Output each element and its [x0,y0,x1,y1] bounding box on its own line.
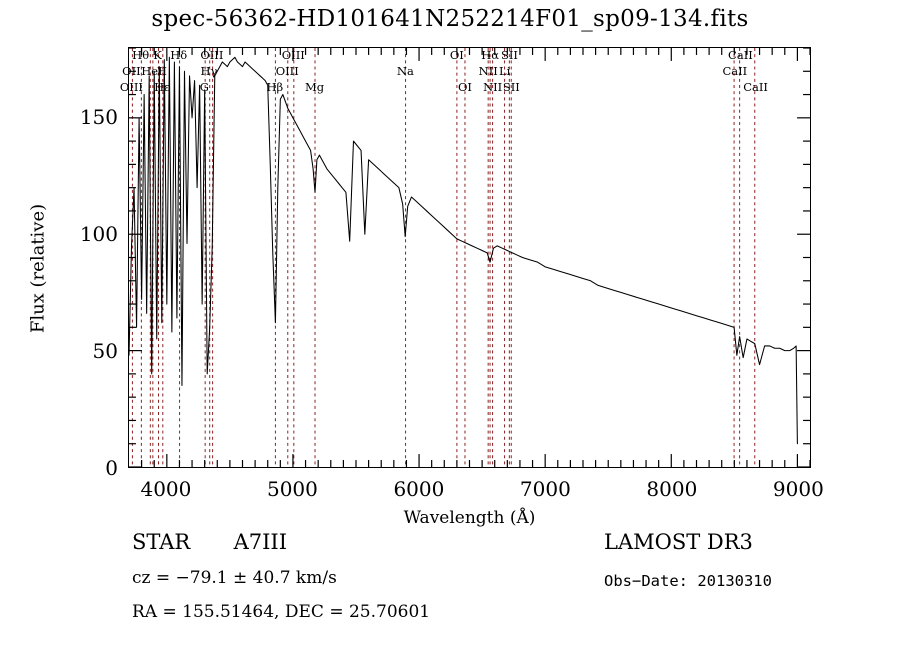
x-tick-label: 7000 [519,477,571,501]
line-label-Hδ: Hδ [170,48,188,62]
spectrum-plot [128,47,811,468]
x-tick-label: 9000 [772,477,824,501]
coordinates: RA = 155.51464, DEC = 25.70601 [132,602,431,622]
spectral-marker-lines [131,48,756,467]
line-label-Na: Na [396,64,414,78]
line-label-HeI: HeI [141,64,163,78]
line-label-OIII: OIII [275,64,299,78]
x-tick-label: 4000 [140,477,192,501]
object-type: STAR [132,530,191,554]
y-tick-label: 150 [79,105,118,130]
redshift-velocity: cz = −79.1 ± 40.7 km/s [132,568,337,588]
line-label-CaII: CaII [728,48,753,62]
line-label-Hα: Hα [481,48,500,62]
line-label-NII: NII [483,80,503,94]
x-axis-title: Wavelength (Å) [403,508,536,528]
line-label-Hβ: Hβ [266,80,284,94]
x-axis-ticks [141,48,810,467]
line-label-OI: OI [457,80,472,94]
spectrum-svg [129,48,810,467]
x-tick-label: 8000 [646,477,698,501]
line-label-OIII: OIII [200,48,224,62]
object-type-row: STAR A7III [132,530,287,554]
line-label-H: H [156,64,167,78]
line-label-SII: SII [500,48,518,62]
x-tick-label: 6000 [393,477,445,501]
line-label-Hε: Hε [154,80,171,94]
line-label-OIII: OIII [281,48,305,62]
y-tick-label: 50 [92,339,118,364]
y-axis-ticks [129,48,810,467]
line-label-Hθ: Hθ [132,48,150,62]
line-label-K: K [153,48,162,62]
line-label-OI: OI [449,48,464,62]
page-title: spec-56362-HD101641N252214F01_sp09-134.f… [151,6,749,32]
line-label-Mg: Mg [304,80,325,94]
spectrum-trace [129,56,798,445]
line-label-SII: SII [502,80,520,94]
line-label-CaII: CaII [743,80,768,94]
survey-name: LAMOST DR3 [604,530,753,554]
y-axis-title: Flux (relative) [27,203,49,334]
observation-date: Obs−Date: 20130310 [604,572,772,590]
line-label-OII: OII [122,64,141,78]
line-label-CaII: CaII [722,64,748,78]
line-label-NII: NII [478,64,498,78]
line-label-Li: Li [498,64,511,78]
spectral-class: A7III [233,530,288,554]
line-label-Hγ: Hγ [200,64,218,78]
line-label-OIII: OIII [119,80,143,94]
line-label-G: G [199,80,209,94]
y-tick-label: 100 [79,222,118,247]
y-tick-label: 0 [105,456,118,480]
x-tick-label: 5000 [266,477,318,501]
metadata-block: STAR A7III cz = −79.1 ± 40.7 km/s RA = 1… [0,528,900,638]
